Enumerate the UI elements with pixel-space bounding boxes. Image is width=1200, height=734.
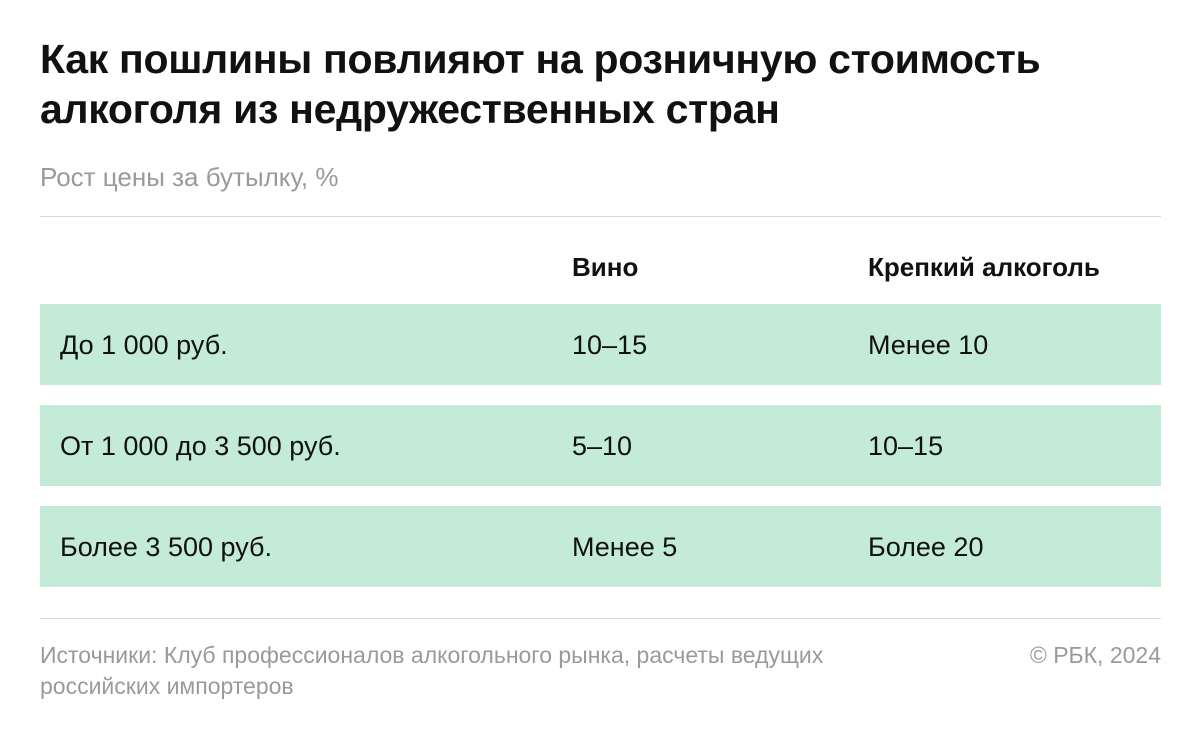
- infographic: Как пошлины повлияют на розничную стоимо…: [40, 0, 1161, 734]
- row-label: От 1 000 до 3 500 руб.: [60, 431, 341, 461]
- price-growth-table: Вино Крепкий алкоголь До 1 000 руб. 10–1…: [40, 240, 1161, 587]
- copyright-credit: © РБК, 2024: [1029, 642, 1161, 668]
- table-cell-spirits: Более 20: [868, 532, 984, 562]
- chart-title: Как пошлины повлияют на розничную стоимо…: [40, 36, 1041, 132]
- table-row: От 1 000 до 3 500 руб. 5–10 10–15: [40, 405, 1161, 486]
- source-note: Источники: Клуб профессионалов алкогольн…: [40, 642, 824, 699]
- table-cell-spirits: 10–15: [868, 431, 944, 461]
- table-cell-wine: Менее 5: [572, 532, 678, 562]
- table-cell-wine: 10–15: [572, 330, 648, 360]
- table-row: Более 3 500 руб. Менее 5 Более 20: [40, 506, 1161, 587]
- column-header-wine: Вино: [572, 252, 639, 282]
- chart-subtitle: Рост цены за бутылку, %: [40, 162, 339, 192]
- row-label: До 1 000 руб.: [60, 330, 228, 360]
- table-row: До 1 000 руб. 10–15 Менее 10: [40, 304, 1161, 385]
- column-header-spirits: Крепкий алкоголь: [868, 252, 1100, 282]
- table-header-row: Вино Крепкий алкоголь: [40, 240, 1161, 294]
- table-cell-wine: 5–10: [572, 431, 633, 461]
- table-cell-spirits: Менее 10: [868, 330, 989, 360]
- top-divider: [40, 216, 1161, 217]
- row-label: Более 3 500 руб.: [60, 532, 272, 562]
- bottom-divider: [40, 618, 1161, 619]
